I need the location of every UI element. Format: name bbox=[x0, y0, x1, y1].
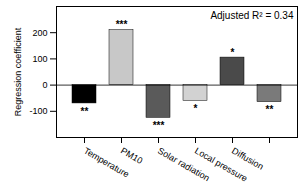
svg-text:*: * bbox=[194, 103, 198, 114]
svg-text:Solar radiation: Solar radiation bbox=[156, 145, 212, 184]
svg-text:-100: -100 bbox=[29, 106, 47, 116]
svg-text:200: 200 bbox=[32, 28, 47, 38]
svg-text:**: ** bbox=[266, 104, 274, 115]
svg-text:*: * bbox=[231, 47, 235, 58]
svg-text:PM10: PM10 bbox=[119, 146, 144, 166]
svg-text:Adjusted R² = 0.34: Adjusted R² = 0.34 bbox=[210, 10, 294, 21]
svg-text:**: ** bbox=[81, 106, 89, 117]
svg-text:***: *** bbox=[153, 120, 165, 131]
svg-text:100: 100 bbox=[32, 54, 47, 64]
svg-text:0: 0 bbox=[42, 80, 47, 90]
svg-text:Diffusion: Diffusion bbox=[230, 146, 265, 172]
svg-text:***: *** bbox=[116, 19, 128, 30]
svg-text:Regression coefficient: Regression coefficient bbox=[13, 27, 23, 116]
svg-text:Temperature: Temperature bbox=[82, 145, 131, 180]
svg-text:Local pressure: Local pressure bbox=[193, 145, 250, 184]
